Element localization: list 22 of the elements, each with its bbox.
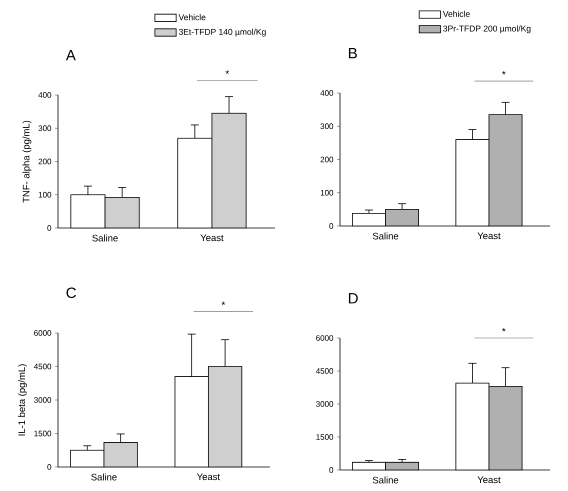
legend-label: 3Pr-TFDP 200 µmol/Kg bbox=[443, 25, 530, 34]
y-axis-title: TNF- alpha (pg/mL) bbox=[22, 120, 32, 203]
text: * bbox=[225, 70, 230, 74]
text: * bbox=[502, 328, 506, 332]
x-tick-label: Yeast bbox=[196, 474, 220, 480]
text: * bbox=[502, 70, 506, 74]
legend-label: 3Et-TFDP 140 µmol/Kg bbox=[178, 28, 266, 37]
chart-title: B bbox=[348, 48, 357, 58]
legend-label: Vehicle bbox=[178, 14, 206, 20]
chart-title: A bbox=[66, 50, 76, 60]
x-tick-label: Saline bbox=[372, 232, 398, 240]
x-tick-label: Saline bbox=[91, 474, 117, 480]
legend-label: Vehicle bbox=[442, 10, 470, 17]
chart-title: D bbox=[348, 293, 358, 304]
x-tick-label: Saline bbox=[372, 476, 398, 484]
x-tick-label: Yeast bbox=[478, 232, 501, 240]
x-tick-label: Yeast bbox=[200, 234, 224, 242]
y-axis-title: IL-1 beta (pg/mL) bbox=[18, 364, 27, 436]
x-tick-label: Saline bbox=[92, 234, 118, 242]
x-tick-label: Yeast bbox=[478, 476, 501, 484]
chart-title: C bbox=[66, 287, 76, 298]
text: * bbox=[222, 302, 226, 306]
